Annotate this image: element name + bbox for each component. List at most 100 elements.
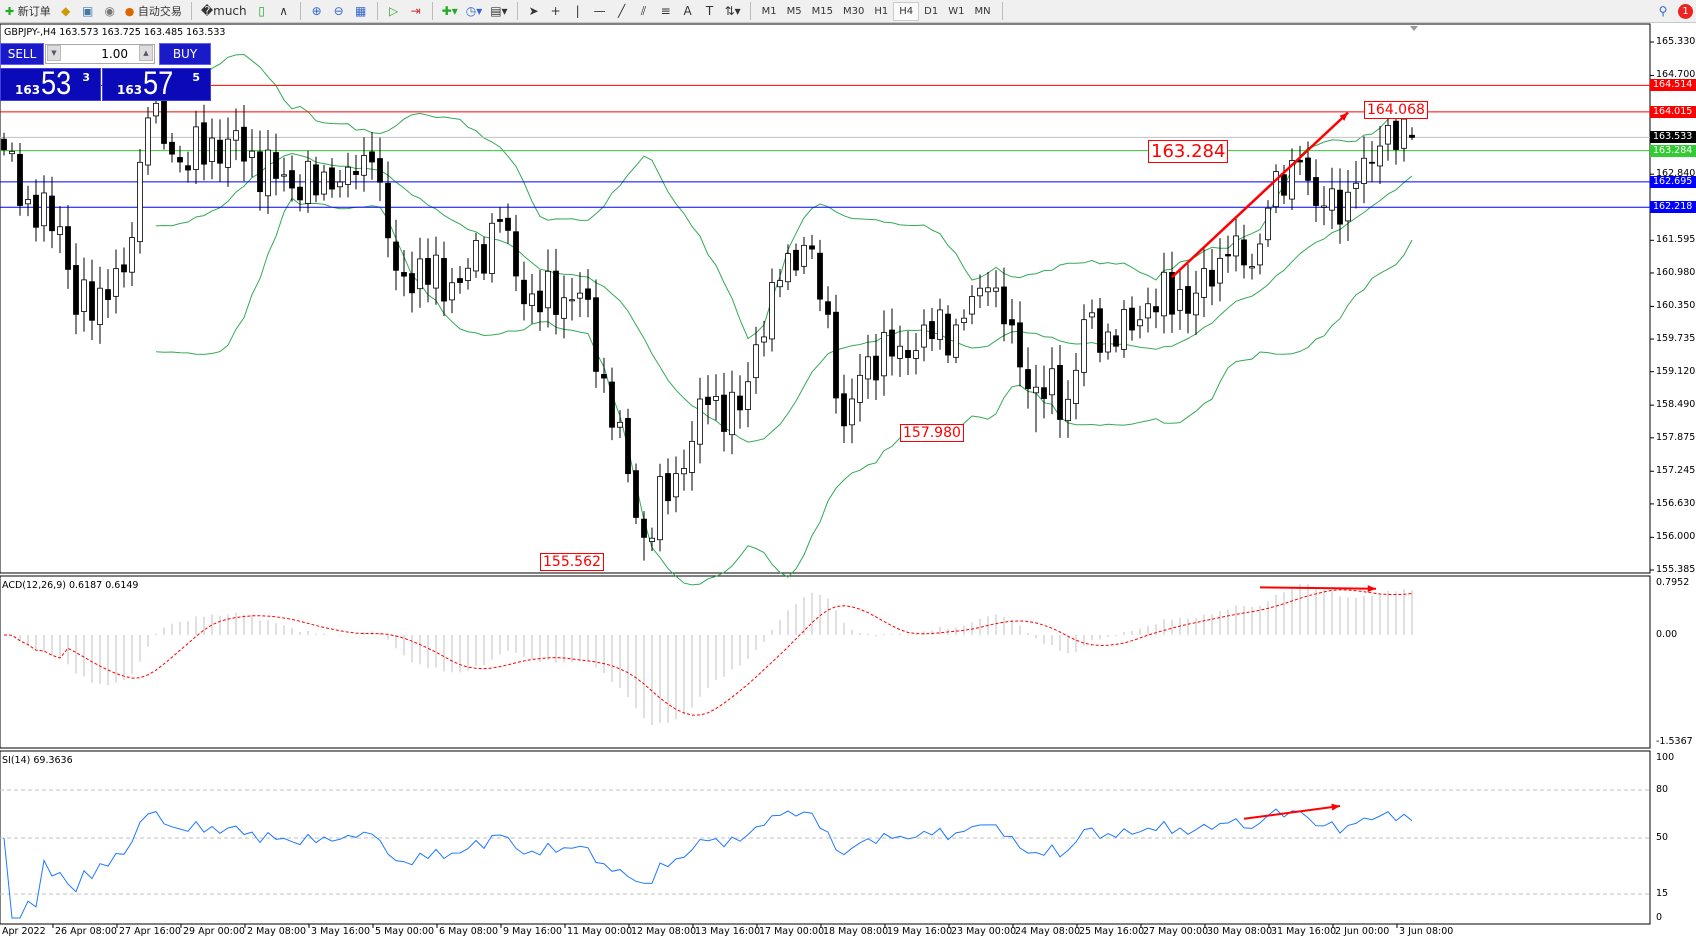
sell-button[interactable]: SELL	[0, 43, 44, 65]
candle	[625, 408, 631, 483]
lot-decrease-button[interactable]: ▼	[47, 45, 61, 61]
timeframe-H4[interactable]: H4	[893, 1, 920, 21]
candle-body	[1401, 118, 1407, 149]
time-label: 18 May 08:00	[823, 926, 889, 937]
candle	[1137, 305, 1143, 339]
candle	[41, 175, 47, 242]
chart-shift-icon[interactable]: ⇥	[410, 4, 421, 18]
timeframe-MN[interactable]: MN	[974, 5, 991, 17]
candle	[705, 375, 711, 425]
candle	[393, 219, 399, 291]
candle	[1249, 253, 1255, 280]
new-order-button[interactable]: ✚ 新订单	[5, 4, 51, 19]
candle	[1209, 249, 1215, 306]
text-label-icon[interactable]: T	[705, 4, 714, 18]
crosshair-icon[interactable]: +	[550, 4, 561, 18]
candle	[977, 274, 983, 309]
candle-chart-icon[interactable]: ▯	[258, 4, 265, 18]
candle-body	[1097, 308, 1103, 353]
price-tick-label: 156.630	[1656, 497, 1696, 509]
time-label: 6 May 08:00	[439, 926, 499, 937]
candle	[257, 130, 263, 211]
search-icon[interactable]: ⚲	[1658, 4, 1668, 18]
lot-increase-button[interactable]: ▲	[139, 45, 153, 61]
candle	[1241, 224, 1247, 279]
timeframe-M15[interactable]: M15	[811, 5, 834, 17]
candle-body	[137, 161, 143, 243]
buy-price[interactable]: 163 57 5	[102, 65, 211, 101]
candle-body	[97, 287, 103, 325]
text-icon[interactable]: A	[683, 4, 692, 18]
candle	[233, 108, 239, 161]
account-icon[interactable]: ▣	[82, 4, 94, 18]
sell-price[interactable]: 163 53 3	[0, 65, 101, 101]
candle	[1065, 380, 1071, 438]
candle	[89, 259, 95, 341]
cursor-icon[interactable]: ➤	[528, 4, 539, 18]
auto-trade-button[interactable]: ● 自动交易	[124, 4, 182, 19]
candle-body	[1169, 272, 1175, 315]
notification-button[interactable]: 1	[1675, 1, 1696, 21]
candle	[1185, 264, 1191, 334]
candle	[377, 137, 383, 202]
candle	[793, 243, 799, 277]
timeframe-M30[interactable]: M30	[843, 5, 865, 17]
candle	[369, 132, 375, 180]
horizontal-line-icon[interactable]: —	[593, 4, 606, 18]
candle-body	[857, 374, 863, 403]
bar-chart-icon[interactable]: �much	[200, 4, 247, 18]
price-tag: 164.015	[1650, 105, 1696, 118]
candle	[761, 320, 767, 357]
candle	[553, 248, 559, 335]
timeframe-W1[interactable]: W1	[948, 5, 965, 17]
timeframe-H1[interactable]: H1	[874, 5, 889, 17]
candle-body	[1137, 319, 1143, 327]
line-chart-icon[interactable]: ∧	[279, 4, 289, 18]
candle	[1145, 287, 1151, 333]
candle	[969, 285, 975, 325]
candle	[641, 511, 647, 561]
period-icon[interactable]: ◷▾	[465, 4, 483, 18]
history-icon[interactable]: ◆	[61, 4, 71, 18]
timeframe-M1[interactable]: M1	[761, 5, 777, 17]
candle	[697, 377, 703, 464]
candle	[449, 268, 455, 314]
auto-scroll-icon[interactable]: ▷	[389, 4, 399, 18]
candle	[1081, 304, 1087, 387]
candle-body	[353, 170, 359, 175]
channel-icon[interactable]: ⫽	[640, 3, 647, 18]
candle	[849, 378, 855, 444]
zoom-out-icon[interactable]: ⊖	[333, 4, 344, 18]
candle	[329, 158, 335, 198]
candle-body	[689, 440, 695, 473]
candle	[1353, 160, 1359, 209]
arrows-icon[interactable]: ⇅▾	[724, 4, 741, 18]
candle-body	[377, 158, 383, 183]
zoom-in-icon[interactable]: ⊕	[311, 4, 322, 18]
rsi-label: SI(14) 69.3636	[2, 755, 73, 766]
candle-body	[1185, 286, 1191, 314]
vertical-line-icon[interactable]: |	[575, 4, 580, 18]
time-label: 30 May 08:00	[1207, 926, 1273, 937]
buy-button[interactable]: BUY	[159, 43, 211, 65]
candle-body	[1249, 266, 1255, 269]
candle	[297, 174, 303, 212]
tile-icon[interactable]: ▦	[354, 4, 367, 18]
candle	[441, 241, 447, 317]
candle-body	[33, 194, 39, 228]
rsi-tick-label: 80	[1656, 784, 1669, 795]
fibonacci-icon[interactable]: ≡	[660, 4, 671, 18]
trendline-icon[interactable]: ╱	[617, 4, 626, 18]
timeframe-D1[interactable]: D1	[924, 5, 939, 17]
candle-body	[753, 344, 759, 379]
lot-size-input[interactable]: 1.00	[45, 44, 155, 64]
candle	[665, 458, 671, 515]
indicators-icon[interactable]: ✚▾	[441, 4, 458, 18]
templates-icon[interactable]: ▤▾	[490, 4, 508, 18]
candle-body	[249, 150, 255, 158]
signal-icon[interactable]: ◉	[104, 4, 115, 18]
candle	[185, 151, 191, 183]
candle	[985, 272, 991, 307]
timeframe-M5[interactable]: M5	[786, 5, 802, 17]
